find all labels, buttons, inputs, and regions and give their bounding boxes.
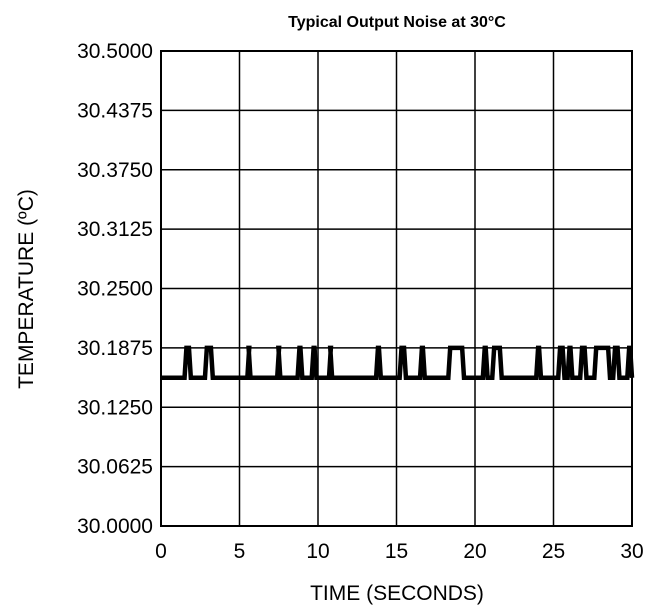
- x-tick-label: 30: [620, 540, 643, 563]
- grid-lines: [161, 51, 632, 526]
- x-tick-label: 0: [155, 540, 167, 563]
- series-noise: [161, 345, 635, 381]
- y-tick-label: 30.2500: [77, 278, 153, 301]
- chart-title: Typical Output Noise at 30°C: [288, 14, 506, 31]
- x-tick-label: 15: [385, 540, 408, 563]
- x-tick-label: 5: [234, 540, 246, 563]
- series-line-0: [161, 345, 635, 381]
- y-axis-ticks: 30.0000 30.0625 30.1250 30.1875 30.2500 30.31…: [77, 40, 153, 538]
- x-axis-ticks: 0 5 10 15 20 25 30: [155, 540, 644, 563]
- x-tick-label: 25: [542, 540, 565, 563]
- y-tick-label: 30.4375: [77, 99, 153, 122]
- y-tick-label: 30.1875: [77, 337, 153, 360]
- y-tick-label: 30.3750: [77, 159, 153, 182]
- x-tick-label: 20: [463, 540, 486, 563]
- y-tick-label: 30.1250: [77, 396, 153, 419]
- y-axis-label: TEMPERATURE (ºC): [15, 189, 38, 389]
- y-tick-label: 30.0000: [77, 515, 153, 538]
- plot-frame: [160, 50, 633, 527]
- x-axis-label: TIME (SECONDS): [310, 582, 484, 605]
- y-tick-label: 30.0625: [77, 456, 153, 479]
- y-tick-label: 30.3125: [77, 218, 153, 241]
- y-tick-label: 30.5000: [77, 40, 153, 63]
- x-tick-label: 10: [306, 540, 329, 563]
